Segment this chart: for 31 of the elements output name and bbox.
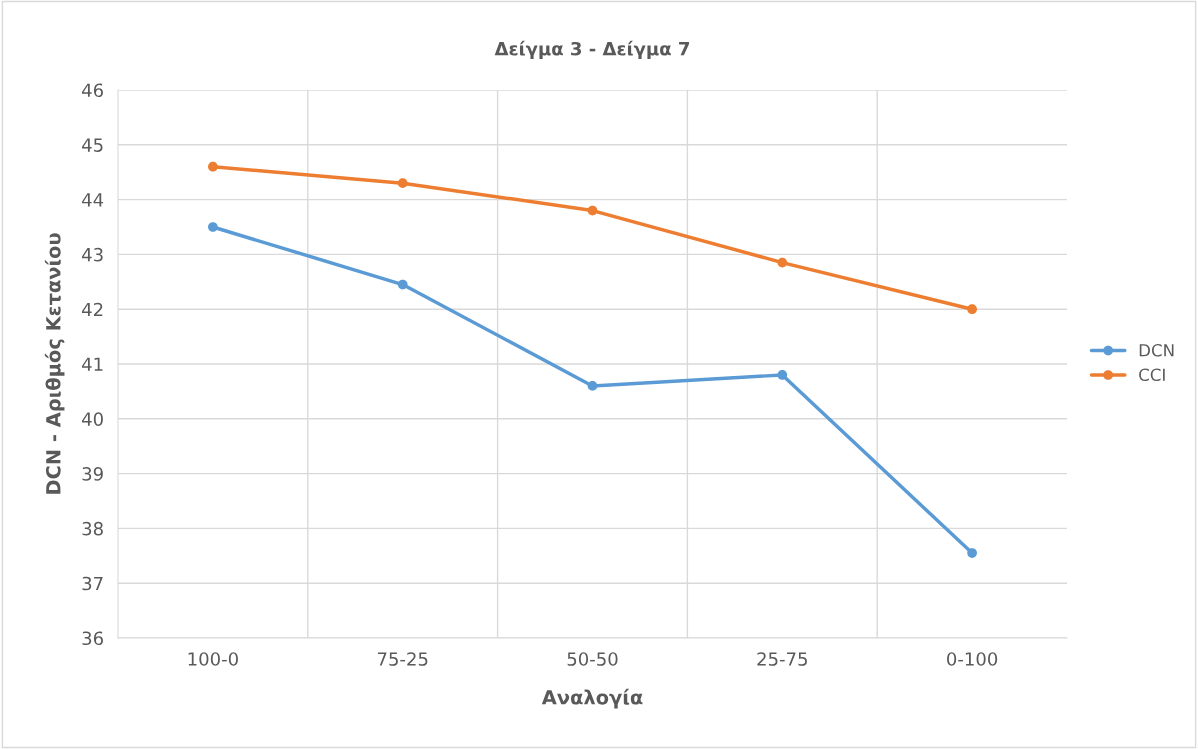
y-tick-label: 38	[82, 521, 103, 536]
point	[397, 279, 408, 290]
x-tick-label: 75-25	[377, 652, 428, 666]
legend-label: CCI	[1139, 368, 1165, 382]
point	[967, 548, 977, 558]
x-tick-label: 25-75	[757, 652, 807, 666]
y-tick-label: 39	[82, 467, 103, 481]
y-tick-label: 43	[82, 247, 103, 262]
x-tick-label: 100-0	[188, 652, 238, 666]
point	[208, 161, 218, 172]
x-tick-label: 0-100	[947, 652, 998, 666]
point	[587, 205, 598, 216]
y-tick-label: 40	[82, 412, 103, 426]
chart-title: Δείγμα 3 - Δείγμα 7	[494, 40, 689, 60]
y-tick-label: 37	[82, 576, 103, 591]
legend-label: DCN	[1139, 344, 1174, 357]
point	[587, 381, 598, 391]
y-tick-label: 41	[82, 357, 103, 371]
point	[777, 257, 788, 268]
point	[208, 222, 218, 232]
x-tick-label: 50-50	[567, 652, 618, 666]
y-tick-label: 36	[82, 631, 103, 646]
x-axis-title: Αναλογία	[541, 688, 643, 709]
y-axis-title: DCN - Αριθμός Κετανίου	[44, 233, 65, 494]
point	[397, 178, 408, 189]
y-tick-label: 42	[82, 302, 103, 317]
point	[777, 370, 788, 380]
y-tick-label: 45	[82, 138, 103, 152]
y-tick-label: 46	[82, 83, 103, 98]
y-tick-label: 44	[82, 193, 104, 207]
point	[967, 304, 977, 315]
